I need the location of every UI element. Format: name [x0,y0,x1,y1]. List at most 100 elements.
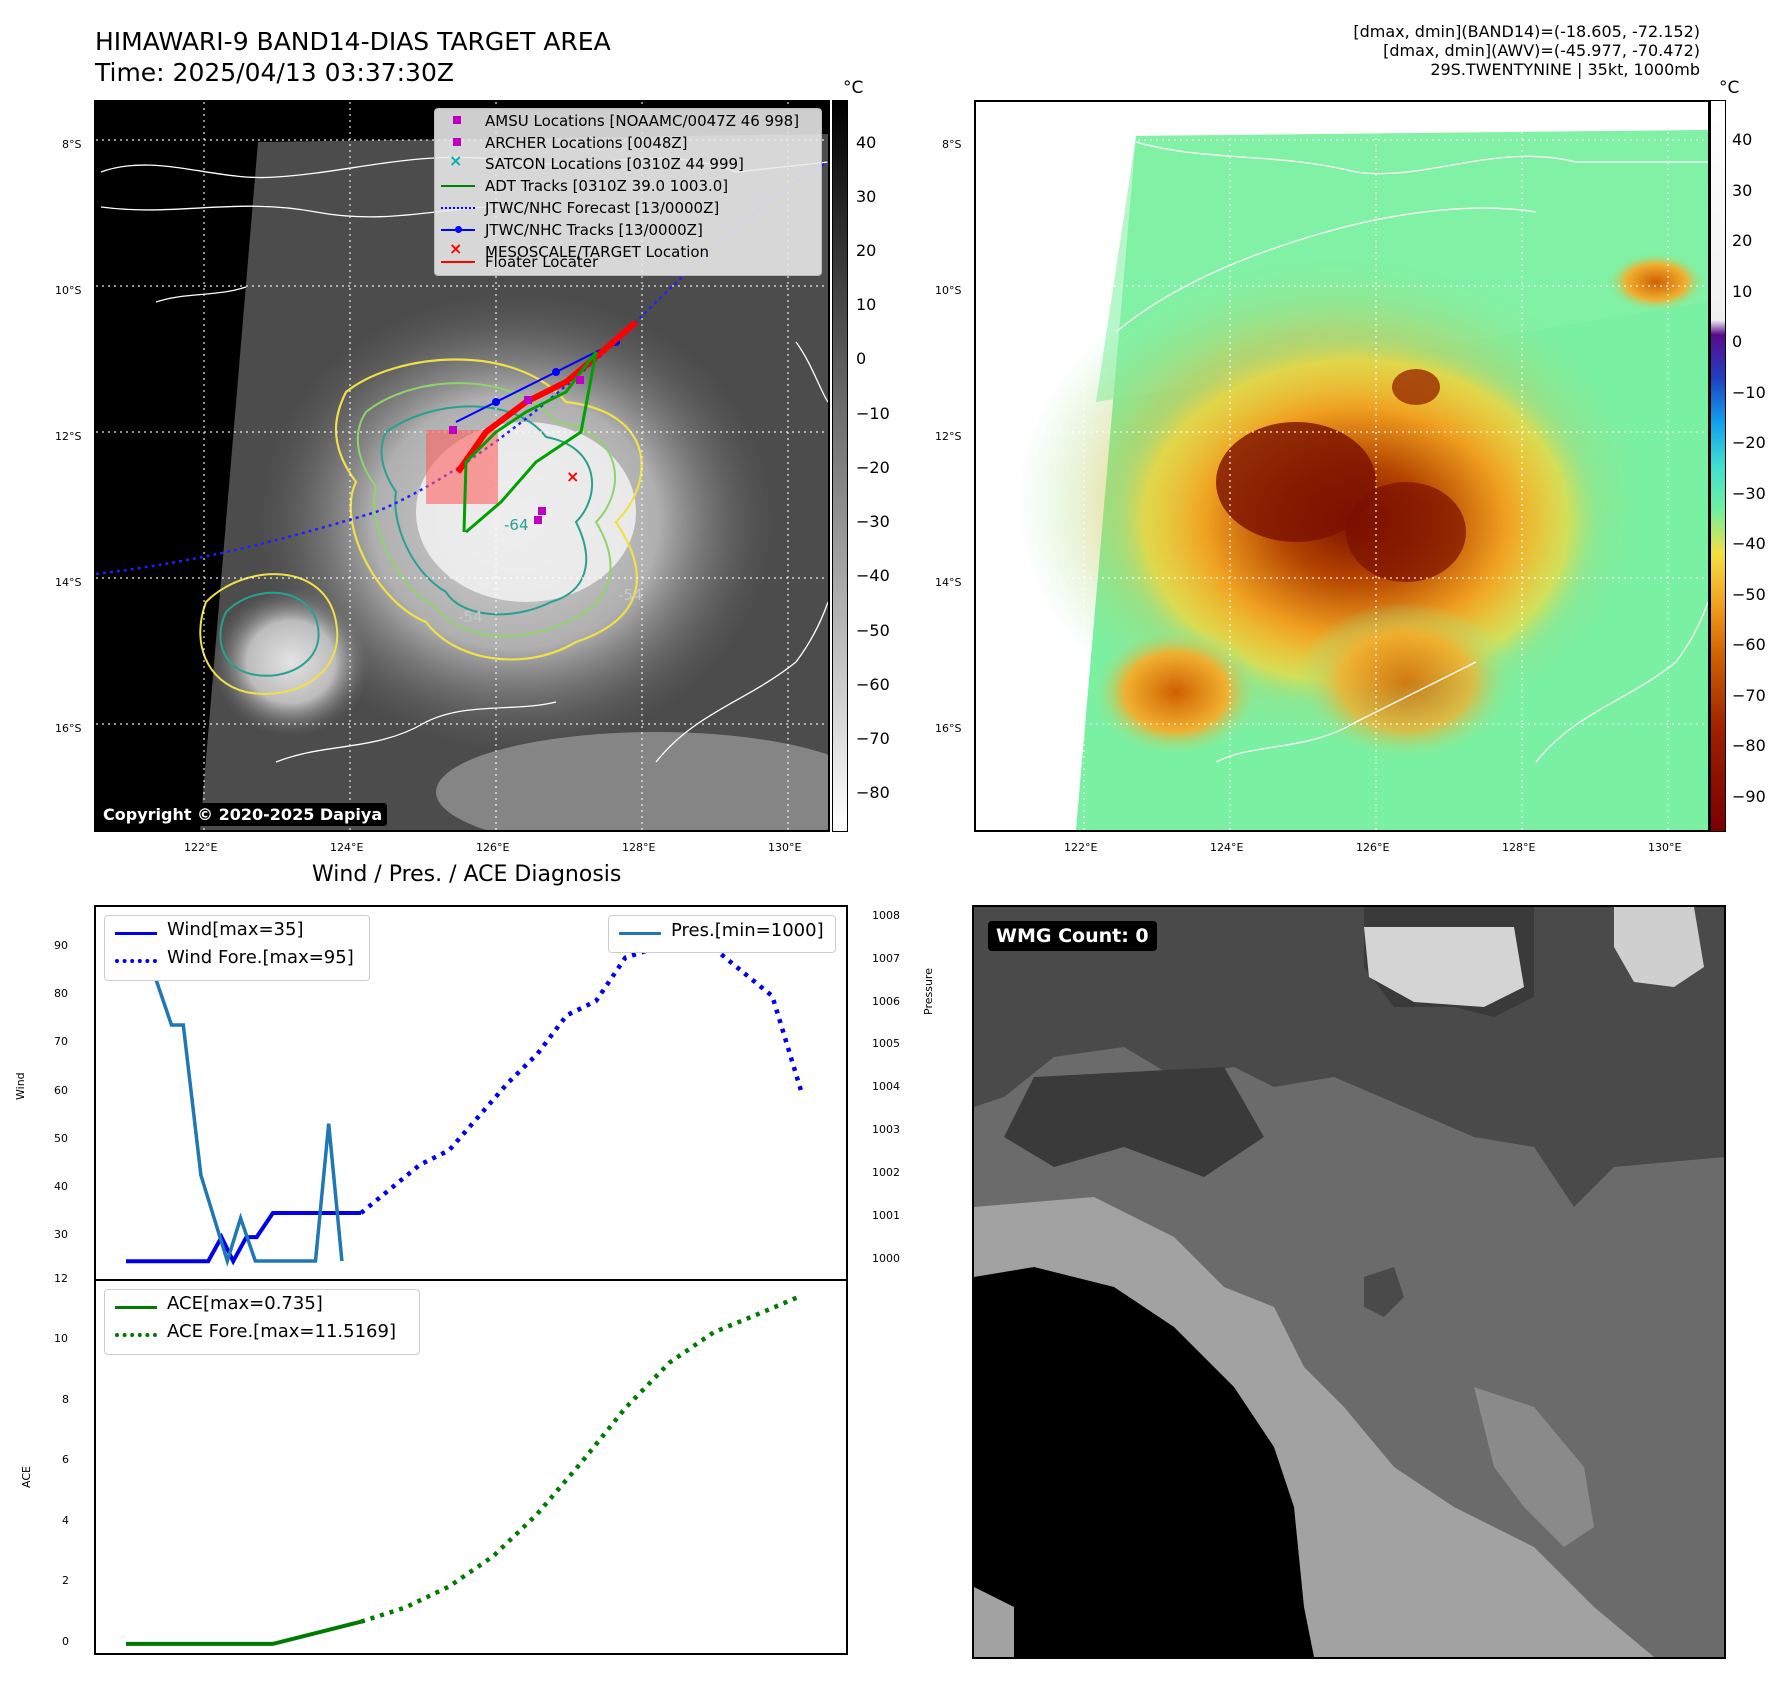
axis-tick: 4 [62,1513,69,1527]
lon-tick: 128°E [622,841,656,854]
lon-tick: 126°E [1356,841,1390,854]
colorbar-tick: −80 [856,783,890,803]
wmg-count-label: WMG Count: 0 [988,921,1157,951]
axis-tick: 0 [62,1634,69,1648]
wind-forecast-legend-line [115,959,157,963]
right-colorbar [1710,100,1726,832]
figure-title: HIMAWARI-9 BAND14-DIAS TARGET AREA Time:… [95,26,611,88]
legend-marker-archer [453,138,461,146]
colorbar-tick: −30 [856,512,890,532]
wind-legend-line [115,932,157,935]
wind-forecast-line [359,920,804,1215]
lat-tick: 12°S [935,430,962,443]
legend-line-forecast [441,207,475,209]
colorbar-tick: −20 [856,457,890,477]
lat-tick: 10°S [55,284,82,297]
ace-forecast-legend-line [115,1333,157,1337]
lon-tick: 126°E [476,841,510,854]
awv-map-svg [976,102,1708,830]
lat-tick: 12°S [55,430,82,443]
axis-tick: 1006 [872,994,900,1008]
colorbar-tick: −60 [1732,635,1766,655]
ace-line [126,1619,362,1646]
colorbar-tick: −40 [856,566,890,586]
ace-legend: ACE[max=0.735] ACE Fore.[max=11.5169] [104,1289,420,1355]
wmg-bright-cell [1364,927,1524,1007]
axis-tick: 1001 [872,1209,900,1223]
lon-tick: 128°E [1502,841,1536,854]
colorbar-tick: 10 [856,295,877,315]
lon-tick: 124°E [1210,841,1244,854]
colorbar-tick: 0 [1732,332,1743,352]
axis-tick: 50 [54,1131,68,1145]
ir-map-panel: × -64 -54 -54 AMSU Locations [NOAAMC/004… [94,100,830,832]
archer-marker [538,507,546,515]
legend-marker-target: × [449,239,463,258]
colorbar-tick: 0 [856,349,867,369]
axis-tick: 8 [62,1392,69,1406]
lat-tick: 14°S [55,576,82,589]
colorbar-tick: −40 [1732,534,1766,554]
stats-awv: [dmax, dmin](AWV)=(-45.977, -70.472) [1383,41,1700,60]
title-line-1: HIMAWARI-9 BAND14-DIAS TARGET AREA [95,27,611,56]
wind-line [126,1211,361,1266]
legend-line-floater [441,261,475,263]
axis-tick: 60 [54,1083,68,1097]
wind-legend: Wind[max=35] Wind Fore.[max=95] [104,915,370,981]
diagnosis-title: Wind / Pres. / ACE Diagnosis [312,862,622,887]
ace-forecast-legend-label: ACE Fore.[max=11.5169] [167,1321,396,1342]
axis-tick: 10 [54,1332,68,1346]
copyright-label: Copyright © 2020-2025 Dapiya [98,803,388,826]
axis-tick: 12 [54,1272,68,1285]
axis-tick: 1000 [872,1251,900,1265]
axis-tick: 1007 [872,951,900,965]
axis-tick: 30 [54,1228,68,1242]
pressure-legend-label: Pres.[min=1000] [671,920,824,941]
colorbar-tick: −90 [1732,786,1766,806]
lat-tick: 16°S [55,722,82,735]
colorbar-tick: −20 [1732,433,1766,453]
lon-tick: 122°E [184,841,218,854]
ace-plot [126,1293,803,1646]
lat-tick: 8°S [942,138,962,151]
colorbar-tick: −60 [856,674,890,694]
wmg-panel: WMG Count: 0 [972,905,1726,1659]
colorbar-tick: −30 [1732,483,1766,503]
ace-legend-label: ACE[max=0.735] [167,1293,323,1314]
colorbar-tick: 40 [856,132,877,152]
colorbar-tick: −10 [856,403,890,423]
colorbar-tick: −80 [1732,736,1766,756]
awv-gridlines [976,102,1708,830]
axis-tick: 70 [54,1035,68,1049]
floater-locater [455,319,638,474]
ace-panel: ACE[max=0.735] ACE Fore.[max=11.5169] [94,1279,848,1655]
lat-tick: 14°S [935,576,962,589]
ir-map-svg: × -64 -54 -54 [96,102,828,830]
colorbar-tick: 40 [1732,130,1753,150]
pressure-legend-line [619,932,661,935]
contour-label-2: -54 [458,608,483,626]
awv-map-panel [974,100,1710,832]
colorbar-tick: −70 [1732,685,1766,705]
wind-pressure-panel: Wind[max=35] Wind Fore.[max=95] Pres.[mi… [94,905,848,1281]
colorbar-tick: 20 [856,240,877,260]
axis-tick: 90 [54,938,68,952]
contour-yellow [335,358,643,661]
map-legend: AMSU Locations [NOAAMC/0047Z 46 998] ARC… [434,108,822,276]
stats-block: [dmax, dmin](BAND14)=(-18.605, -72.152) … [1353,22,1700,79]
stats-storm: 29S.TWENTYNINE | 35kt, 1000mb [1430,60,1700,79]
contour-label-3: -54 [618,586,643,604]
legend-line-adt [441,185,475,187]
axis-tick: 1003 [872,1123,900,1137]
pressure-axis-label: Pressure [922,968,935,1015]
axis-tick: 80 [54,987,68,1001]
target-location-marker: × [566,467,579,486]
lat-tick: 10°S [935,284,962,297]
right-colorbar-unit: °C [1719,78,1740,98]
lon-tick: 122°E [1064,841,1098,854]
axis-tick: 1008 [872,908,900,922]
lat-tick: 8°S [62,138,82,151]
lon-tick: 130°E [768,841,802,854]
wmg-image [974,907,1724,1657]
colorbar-tick: −50 [856,620,890,640]
